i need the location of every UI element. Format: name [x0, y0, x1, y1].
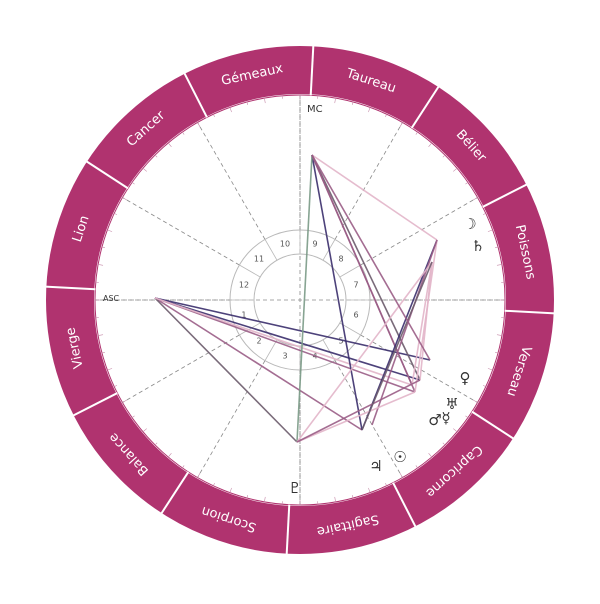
- sun-icon: ☉: [393, 448, 406, 466]
- venus-icon: ♀: [460, 369, 471, 387]
- saturn-icon: ♄: [471, 237, 484, 255]
- jupiter-icon: ♃: [369, 457, 382, 475]
- house-number: 8: [338, 254, 343, 263]
- mc-label: MC: [307, 104, 323, 115]
- house-number: 2: [256, 337, 261, 346]
- house-number: 10: [280, 239, 290, 248]
- asc-label: ASC: [103, 294, 120, 303]
- moon-icon: ☽: [463, 215, 476, 233]
- pluto-icon: ♇: [288, 479, 301, 497]
- mercury-icon: ☿: [441, 409, 450, 427]
- house-number: 3: [282, 352, 287, 361]
- house-number: 12: [239, 280, 249, 289]
- house-number: 11: [254, 254, 264, 263]
- house-number: 7: [353, 280, 358, 289]
- mars-icon: ♂: [428, 411, 441, 429]
- house-number: 6: [353, 311, 358, 320]
- house-number: 9: [312, 239, 317, 248]
